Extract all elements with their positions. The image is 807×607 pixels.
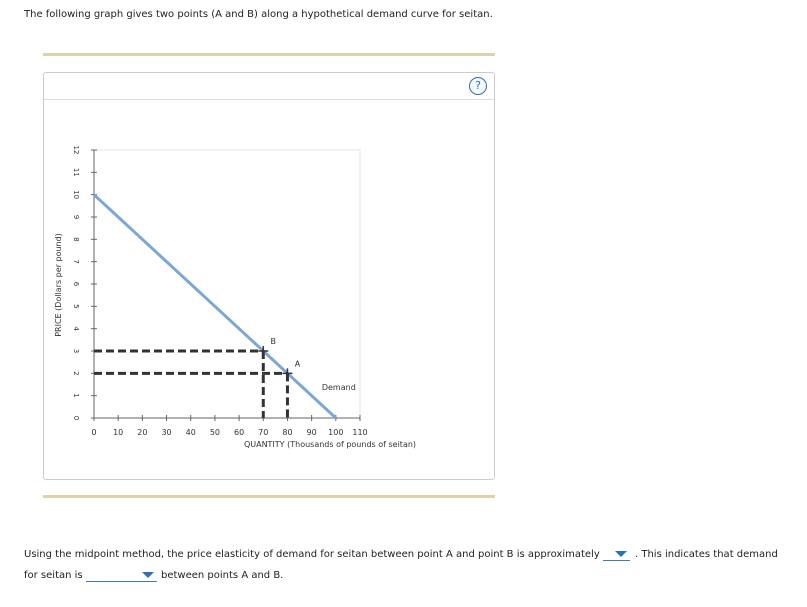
x-tick-label: 70 [258,428,268,437]
demand-type-dropdown[interactable] [86,569,157,582]
x-tick-label: 0 [91,428,96,437]
guide-line [94,349,265,418]
x-tick-label: 30 [161,428,171,437]
panel-header: ? [44,73,494,100]
question-text: Using the midpoint method, the price ela… [24,549,600,560]
y-tick-label: 12 [72,146,80,155]
y-tick-label: 2 [72,371,80,375]
guide-line [94,371,289,418]
y-tick-label: 7 [72,259,80,263]
x-tick-label: 100 [328,428,343,437]
point-marker [282,368,293,379]
plot-frame [93,149,361,419]
point-marker [258,346,269,356]
y-axis-label: PRICE (Dollars per pound) [54,233,63,337]
divider [43,53,495,56]
y-tick-label: 11 [72,168,80,177]
y-tick-label: 6 [72,282,80,287]
x-tick-label: 10 [113,428,123,437]
x-tick-label: 60 [234,428,244,437]
x-tick-label: 40 [186,428,196,437]
intro-text: The following graph gives two points (A … [24,9,493,20]
elasticity-dropdown[interactable] [603,548,630,561]
x-tick-label: 90 [307,428,317,437]
y-tick-label: 0 [72,416,80,420]
x-axis-label: QUANTITY (Thousands of pounds of seitan) [244,440,416,449]
question-text: . This indicates that demand [635,549,778,560]
y-tick-label: 9 [72,215,80,219]
graph-panel: ? [43,72,495,480]
question-text: for seitan is [24,570,83,581]
divider [43,495,495,498]
x-tick-label: 20 [137,428,147,437]
x-tick-label: 50 [210,428,220,437]
y-tick-label: 4 [72,326,80,331]
x-tick-label: 110 [352,428,367,437]
y-tick-label: 5 [72,304,80,308]
y-tick-label: 10 [72,190,80,199]
x-tick-label: 80 [282,428,292,437]
point-label: A [295,359,301,368]
demand-line [92,193,337,420]
point-label: B [271,337,277,346]
y-tick-label: 8 [72,237,80,241]
series-label: Demand [322,383,356,392]
question-text: between points A and B. [161,570,284,581]
y-tick-label: 3 [72,349,80,353]
y-tick-label: 1 [72,393,80,397]
help-button[interactable]: ? [469,77,487,95]
